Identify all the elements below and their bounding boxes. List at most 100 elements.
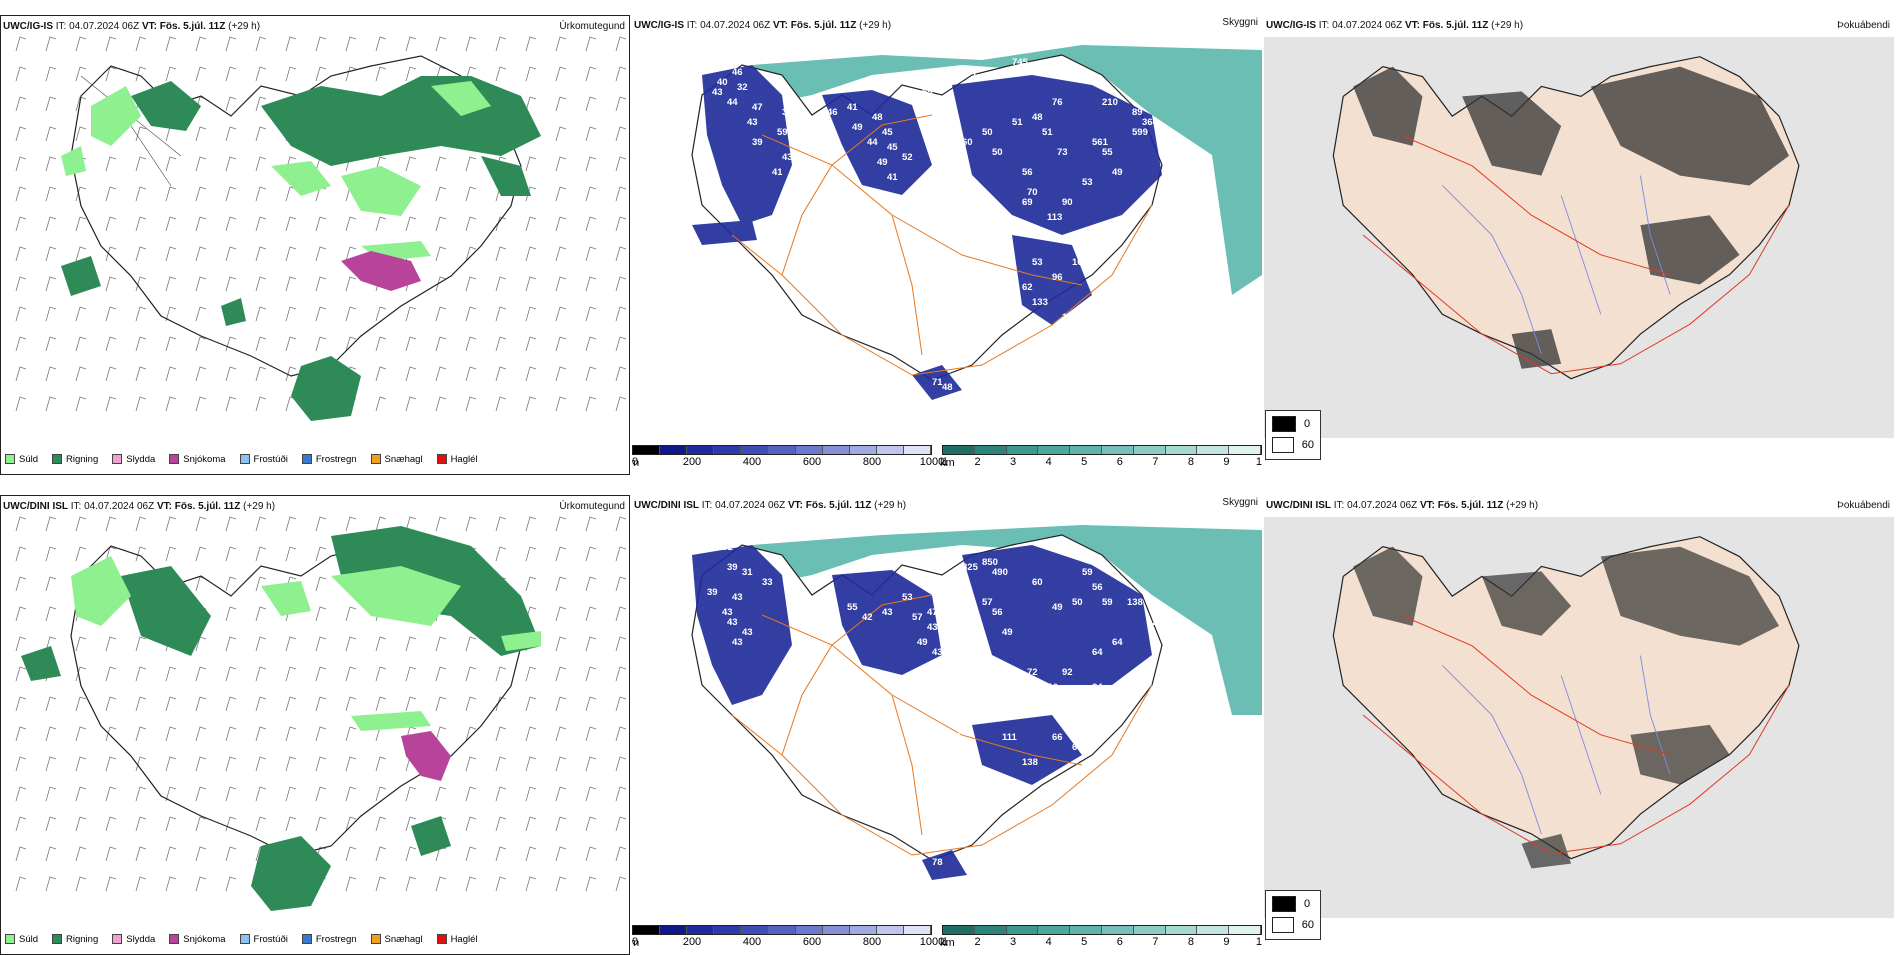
wind-barb (285, 216, 297, 232)
cloud-base-value: 43 (932, 647, 943, 658)
wind-barb (45, 726, 57, 742)
wind-barb (45, 126, 57, 142)
wind-barb (375, 696, 387, 712)
wind-barb (285, 336, 297, 352)
wind-barb (585, 786, 597, 802)
wind-barb (585, 696, 597, 712)
wind-barb (15, 156, 27, 172)
cloud-base-value: 113 (1047, 212, 1062, 223)
legend-item: Snjókoma (169, 934, 226, 945)
wind-barb (135, 66, 147, 82)
wind-barb (315, 606, 327, 622)
wind-barb (615, 876, 627, 892)
colorbar-tick: 1 (942, 936, 949, 948)
wind-barb (165, 156, 177, 172)
wind-barb (525, 186, 537, 202)
wind-barb (525, 846, 537, 862)
wind-barb (255, 546, 267, 562)
visibility-unit: km (940, 937, 955, 949)
fog-index-map-svg (1264, 36, 1894, 439)
wind-barb (15, 696, 27, 712)
cloud-base-value: 72 (1027, 667, 1038, 678)
wind-barb (615, 276, 627, 292)
wind-barb (405, 36, 417, 52)
wind-barb (225, 696, 237, 712)
wind-barb (585, 396, 597, 412)
cloud-base-value: 49 (1112, 167, 1123, 178)
cloud-base-value: 850 (982, 557, 998, 568)
cloud-base-value: 229 (1152, 617, 1168, 628)
visibility-map[interactable]: 31 39 31 33 39 43 43 43 43 43 55 42 43 53 57 47 43 49 43 43… (632, 515, 1262, 920)
cloud-base-value: 66 (1052, 732, 1063, 743)
wind-barb (465, 246, 477, 262)
cloud-base-value: 43 (952, 657, 963, 668)
wind-barb (255, 786, 267, 802)
cloud-base-value: 43 (732, 592, 743, 603)
wind-barb (375, 846, 387, 862)
legend-item: 60 (1272, 437, 1314, 453)
wind-barb (375, 876, 387, 892)
wind-barb (465, 186, 477, 202)
precip-legend: Súld Rigning Slydda Snjókoma Frostúði Fr… (5, 450, 478, 468)
wind-barb (165, 396, 177, 412)
visibility-map[interactable]: 43 46 40 32 43 44 47 35 43 59 39 43 41 45 46 41 49 48 45 44… (632, 35, 1262, 440)
colorbar-tick: 200 (682, 456, 702, 468)
cloud-base-value: 49 (852, 122, 863, 133)
precip-map[interactable] (1, 516, 629, 921)
wind-barb (375, 516, 387, 532)
fog-index-map[interactable] (1264, 515, 1894, 920)
wind-barb (405, 636, 417, 652)
cloud-base-value: 92 (1062, 667, 1073, 678)
legend-swatch (1272, 896, 1296, 912)
wind-barb (525, 336, 537, 352)
wind-barb (435, 516, 447, 532)
wind-barb (105, 756, 117, 772)
precip-map[interactable] (1, 36, 629, 441)
wind-barb (75, 876, 87, 892)
wind-barb (135, 276, 147, 292)
cloud-base-value: 56 (1092, 582, 1103, 593)
cloud-base-value: 70 (1027, 187, 1038, 198)
wind-barb (75, 726, 87, 742)
wind-barb (465, 366, 477, 382)
wind-barb (555, 96, 567, 112)
wind-barb (525, 36, 537, 52)
wind-barb (195, 186, 207, 202)
wind-barb (405, 366, 417, 382)
wind-barb (585, 276, 597, 292)
wind-barb (585, 216, 597, 232)
wind-barb (15, 126, 27, 142)
cloud-base-value: 42 (942, 117, 953, 128)
wind-barb (555, 216, 567, 232)
wind-barb (465, 876, 477, 892)
fog-index-map[interactable] (1264, 35, 1894, 440)
visibility-colorbar-bar (942, 925, 1262, 935)
wind-barb (45, 156, 57, 172)
cloud-base-value: 59 (777, 127, 788, 138)
wind-barb (345, 216, 357, 232)
wind-barb (495, 726, 507, 742)
colorbar-tick: 800 (862, 456, 882, 468)
wind-barb (375, 396, 387, 412)
wind-barb (45, 216, 57, 232)
legend-item: Slydda (112, 454, 155, 465)
cloud-base-value: 96 (1052, 272, 1063, 283)
cloud-base-value: 62 (1022, 282, 1033, 293)
wind-barb (195, 126, 207, 142)
wind-barb (195, 516, 207, 532)
wind-barb (315, 306, 327, 322)
wind-barb (525, 576, 537, 592)
wind-barb (15, 366, 27, 382)
wind-barb (195, 36, 207, 52)
wind-barb (495, 66, 507, 82)
colorbar-tick: 4 (1045, 456, 1052, 468)
wind-barb (615, 756, 627, 772)
wind-barb (435, 396, 447, 412)
colorbar-tick: 800 (862, 936, 882, 948)
coastline (70, 55, 522, 377)
cloud-base-value: 490 (992, 567, 1008, 578)
wind-barb (255, 336, 267, 352)
cloud-base-value: 39 (752, 137, 763, 148)
wind-barb (135, 546, 147, 562)
